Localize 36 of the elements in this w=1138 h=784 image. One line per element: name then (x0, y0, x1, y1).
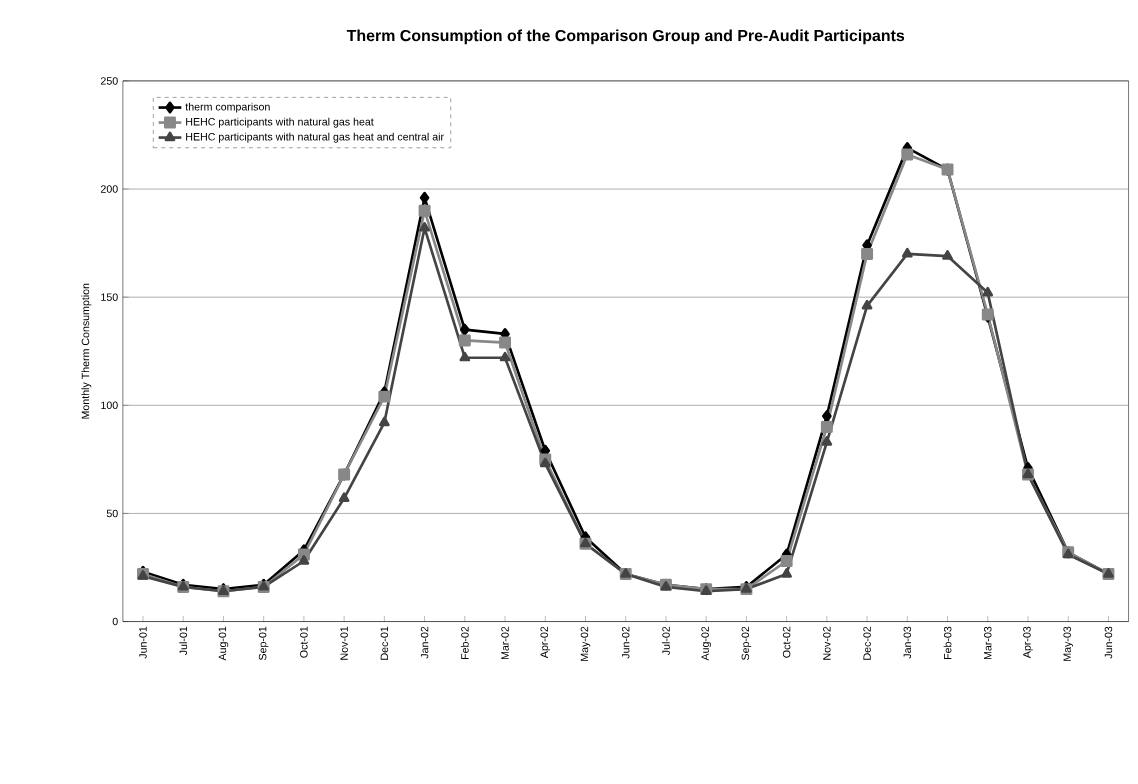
x-tick-label: Jan-02 (420, 626, 429, 659)
x-tick-label: Mar-03 (984, 626, 992, 659)
x-tick-label: Feb-03 (943, 626, 952, 659)
x-tick-label: Dec-01 (380, 626, 389, 660)
legend-label: HEHC participants with natural gas heat (186, 117, 374, 128)
x-tick-label: Feb-02 (460, 626, 469, 659)
chart-title: Therm Consumption of the Comparison Group and Pre-Audit Participants (346, 29, 905, 45)
x-tick-label: Sep-01 (258, 626, 269, 660)
x-tick-label: Sep-02 (741, 626, 752, 660)
y-tick-label: 100 (101, 401, 118, 409)
x-tick-label: Jul-01 (179, 626, 188, 655)
x-tick-label: Oct-01 (300, 626, 308, 658)
y-axis-title: Monthly Therm Consumption (81, 283, 92, 419)
y-tick-label: 200 (100, 185, 118, 193)
x-tick-label: Nov-01 (340, 626, 348, 660)
x-tick-label: Mar-02 (501, 626, 509, 659)
x-tick-label: Aug-01 (218, 626, 229, 661)
x-tick-label: Aug-02 (701, 626, 711, 661)
y-tick-label: 150 (101, 293, 118, 301)
x-tick-label: Jul-02 (662, 626, 670, 655)
x-tick-label: Jun-01 (139, 626, 147, 659)
x-tick-label: Jun-03 (1104, 626, 1113, 659)
x-tick-label: Jan-03 (903, 626, 912, 659)
x-tick-label: Apr-02 (540, 626, 551, 659)
legend-label: therm comparison (185, 102, 270, 113)
x-tick-label: May-03 (1063, 626, 1074, 661)
x-tick-label: Apr-03 (1023, 626, 1033, 659)
x-tick-label: Nov-02 (823, 626, 831, 660)
x-tick-label: Dec-02 (863, 626, 871, 660)
legend-label: HEHC participants with natural gas heat and central air (186, 132, 444, 143)
y-tick-label: 0 (112, 617, 118, 626)
x-tick-label: Jun-02 (621, 626, 630, 659)
x-tick-label: Oct-02 (782, 626, 791, 658)
y-tick-label: 250 (100, 77, 118, 85)
x-tick-label: May-02 (580, 626, 591, 661)
y-tick-label: 50 (106, 509, 118, 518)
